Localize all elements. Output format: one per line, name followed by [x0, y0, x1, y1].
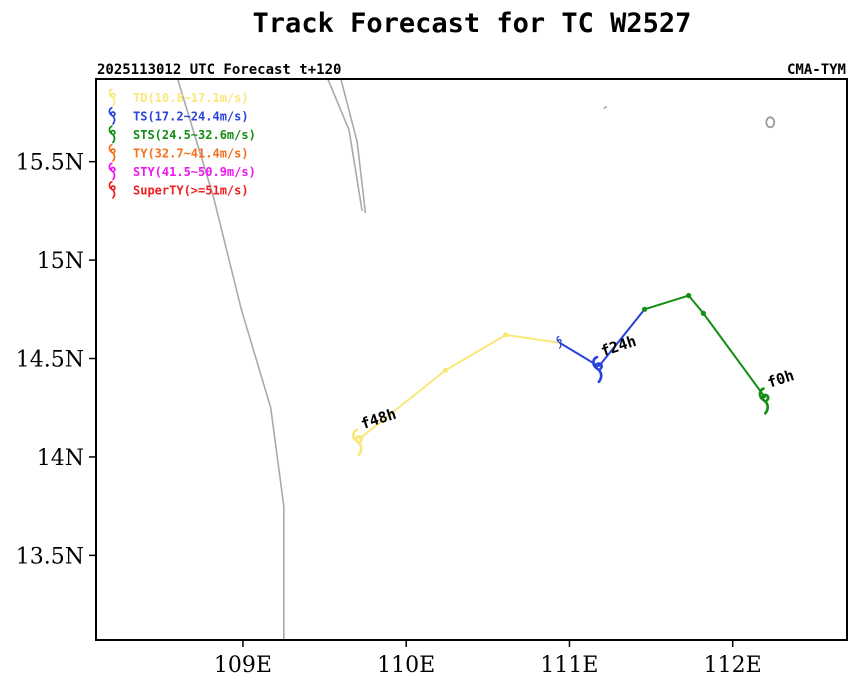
track-segment	[444, 334, 507, 372]
legend-icon-2	[108, 125, 116, 144]
legend: TD(10.8~17.1m/s) TS(17.2~24.4m/s) STS(24.5…	[108, 88, 256, 199]
legend-icon-1	[108, 106, 116, 125]
legend-icon-3-shape	[108, 143, 116, 162]
coastline-0	[176, 79, 285, 640]
track-segment	[687, 294, 705, 314]
track-segment	[702, 312, 767, 399]
forecast-label-f48h: f48h	[359, 405, 399, 433]
y-tick-label: 14.5N	[16, 348, 84, 373]
y-tick-label: 15.5N	[16, 151, 84, 176]
x-tick-label: 111E	[540, 653, 598, 678]
island-0	[765, 116, 776, 129]
forecast-marker-f0h-shape	[758, 387, 770, 415]
track-point	[442, 367, 448, 373]
x-tick-label: 110E	[377, 653, 435, 678]
legend-entry-label: STY(41.5~50.9m/s)	[133, 165, 256, 179]
forecast-label-f0h: f0h	[765, 366, 796, 391]
legend-icon-4	[108, 162, 116, 181]
forecast-marker-f48h-shape	[352, 428, 363, 456]
plot-frame	[95, 78, 848, 641]
track-segment	[505, 333, 560, 344]
model-label: CMA-TYM	[787, 62, 846, 78]
track-point	[503, 332, 509, 338]
forecast-label-f24h: f24h	[599, 332, 639, 360]
track-point	[686, 292, 692, 299]
y-tick-label: 14N	[37, 446, 84, 471]
track-segment	[598, 308, 646, 368]
forecast-marker-f48h	[352, 428, 363, 456]
coastline-3	[603, 105, 608, 110]
track-layer	[358, 292, 767, 441]
track-segment	[358, 369, 447, 441]
x-tick-label: 109E	[214, 653, 272, 678]
track-point-cyclone-shape	[556, 335, 562, 349]
legend-entry-label: STS(24.5~32.6m/s)	[133, 128, 256, 142]
track-point-cyclone	[556, 335, 562, 349]
forecast-marker-f0h	[758, 387, 770, 415]
legend-entry-label: TD(10.8~17.1m/s)	[133, 91, 249, 105]
legend-icon-5	[108, 180, 116, 199]
forecast-marker-f24h	[592, 355, 603, 384]
coastline-layer	[176, 79, 776, 640]
legend-icon-0-shape	[108, 88, 116, 107]
x-axis: 109E 110E 111E 112E	[214, 640, 762, 678]
legend-icon-1-shape	[108, 106, 116, 125]
x-tick-label: 112E	[704, 653, 762, 678]
legend-entry-label: TY(32.7~41.4m/s)	[133, 147, 249, 161]
legend-icon-0	[108, 88, 116, 107]
y-axis: 13.5N 14N 14.5N 15N 15.5N	[16, 151, 96, 569]
y-tick-label: 13.5N	[16, 544, 84, 569]
coastline-2	[340, 79, 367, 213]
y-tick-label: 15N	[37, 249, 84, 274]
legend-entry-label: SuperTY(>=51m/s)	[133, 184, 249, 198]
track-point	[641, 306, 648, 312]
legend-icon-4-shape	[108, 162, 116, 181]
legend-icon-5-shape	[108, 180, 116, 199]
legend-entry-label: TS(17.2~24.4m/s)	[133, 110, 249, 124]
chart-title: Track Forecast for TC W2527	[253, 8, 692, 39]
coastline-1	[327, 79, 363, 212]
track-point	[700, 310, 706, 316]
legend-icon-3	[108, 143, 116, 162]
forecast-time-label: 2025113012 UTC Forecast t+120	[97, 62, 341, 78]
track-segment	[644, 294, 689, 311]
legend-icon-2-shape	[108, 125, 116, 144]
forecast-marker-f24h-shape	[592, 355, 603, 384]
